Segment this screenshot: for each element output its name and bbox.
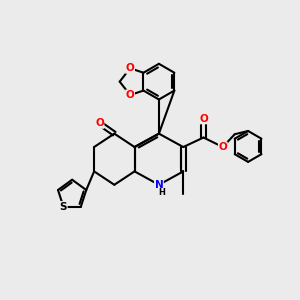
- Text: S: S: [60, 202, 67, 212]
- Text: O: O: [95, 118, 104, 128]
- Text: O: O: [199, 114, 208, 124]
- Text: O: O: [126, 90, 134, 100]
- Text: N: N: [154, 180, 163, 190]
- Text: O: O: [126, 63, 134, 73]
- Text: H: H: [158, 188, 165, 197]
- Text: O: O: [218, 142, 227, 152]
